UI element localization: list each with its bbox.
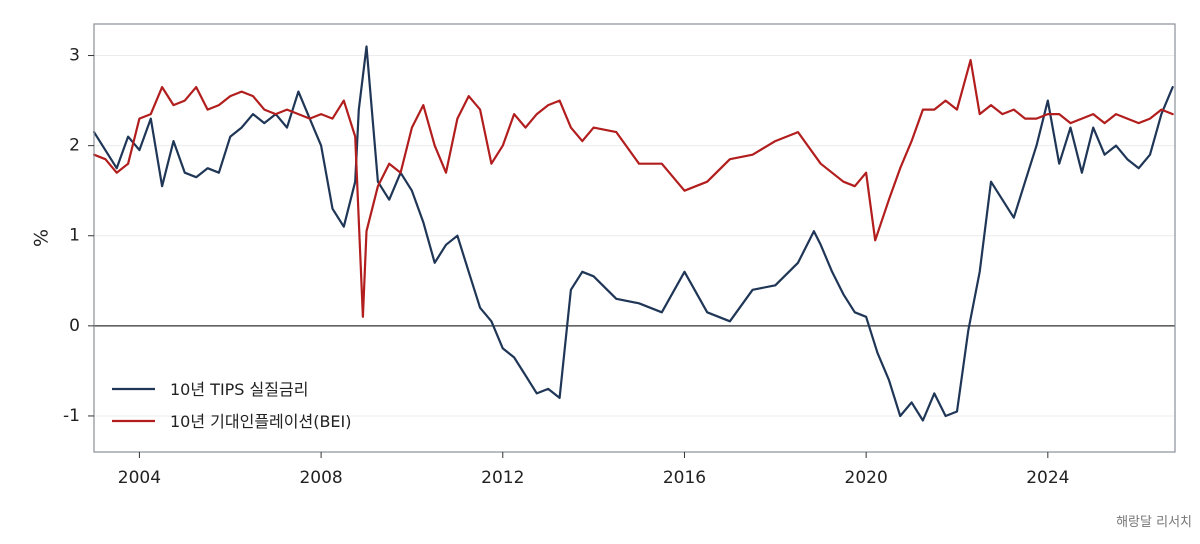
series-line-tips bbox=[92, 45, 1174, 422]
plot-background bbox=[94, 24, 1175, 452]
y-tick-label: 1 bbox=[69, 226, 80, 246]
legend: 10년 TIPS 실질금리 10년 기대인플레이션(BEI) bbox=[112, 380, 352, 431]
series-lines bbox=[92, 45, 1174, 422]
legend-label-bei: 10년 기대인플레이션(BEI) bbox=[170, 412, 352, 431]
x-tick-label: 2024 bbox=[1026, 468, 1069, 488]
x-tick-label: 2016 bbox=[663, 468, 706, 488]
x-tick-label: 2004 bbox=[118, 468, 161, 488]
plot-frame bbox=[93, 23, 1176, 453]
x-axis-ticks: 2004 2008 2012 2016 2020 2024 bbox=[118, 452, 1069, 488]
legend-label-tips: 10년 TIPS 실질금리 bbox=[170, 380, 308, 399]
y-tick-label: 3 bbox=[69, 46, 80, 66]
y-axis-ticks: -1 0 1 2 3 bbox=[63, 46, 94, 426]
y-tick-label: 2 bbox=[69, 136, 80, 156]
x-tick-label: 2020 bbox=[845, 468, 888, 488]
x-tick-label: 2012 bbox=[481, 468, 524, 488]
series-line-bei bbox=[92, 58, 1174, 318]
source-label: 해랑달 리서치 bbox=[1116, 515, 1192, 530]
x-tick-label: 2008 bbox=[299, 468, 342, 488]
y-tick-label: -1 bbox=[63, 406, 80, 426]
y-tick-label: 0 bbox=[69, 316, 80, 336]
y-axis-label: % bbox=[31, 229, 53, 247]
